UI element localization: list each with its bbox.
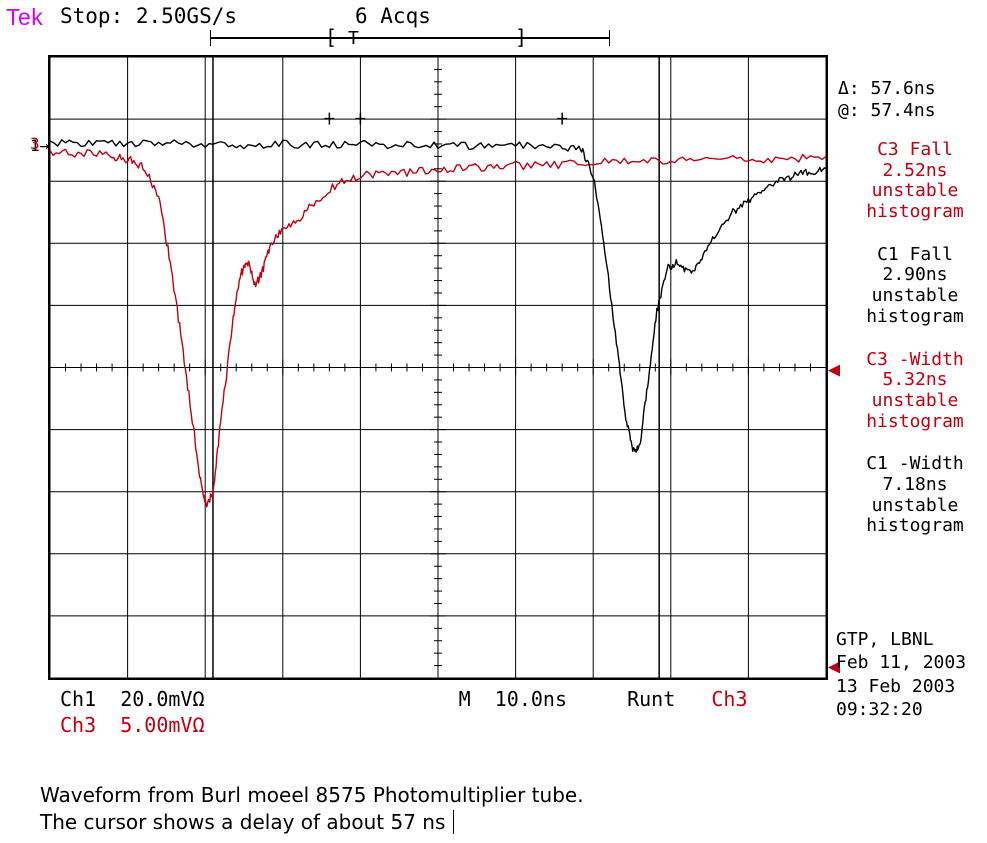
svg-text:]: ] xyxy=(515,26,527,49)
svg-text:T: T xyxy=(348,28,359,49)
svg-text:[: [ xyxy=(325,26,337,49)
oscilloscope-screenshot: Tek Stop: 2.50GS/s 6 Acqs [ T ] 1→3 Δ: 5… xyxy=(0,0,987,843)
meas-title: C1 -Width xyxy=(840,454,987,475)
measurement-panel: C3 Fall2.52nsunstablehistogramC1 Fall2.9… xyxy=(840,140,987,559)
measurement-block: C1 Fall2.90nsunstablehistogram xyxy=(840,245,987,328)
trigger-source: Ch3 xyxy=(711,687,747,711)
meas-note: unstable xyxy=(840,391,987,412)
meas-title: C3 Fall xyxy=(840,140,987,161)
meas-note: unstable xyxy=(840,181,987,202)
meas-note: histogram xyxy=(840,516,987,537)
at-symbol: @ xyxy=(838,100,849,121)
scope-date2: 13 Feb 2003 xyxy=(836,675,966,698)
trigger-mode: Runt xyxy=(627,687,675,711)
run-status: Stop: 2.50GS/s xyxy=(60,4,237,28)
meas-title: C3 -Width xyxy=(840,350,987,371)
scope-date1: Feb 11, 2003 xyxy=(836,651,966,674)
meas-note: histogram xyxy=(840,412,987,433)
timebase-value: 10.0ns xyxy=(495,687,567,711)
ch3-scale: 5.00mVΩ xyxy=(120,713,204,737)
brand-label: Tek xyxy=(6,4,43,31)
measurement-block: C1 -Width7.18nsunstablehistogram xyxy=(840,454,987,537)
oscilloscope-plot xyxy=(48,55,828,680)
acquisitions-label: 6 Acqs xyxy=(355,4,431,28)
meas-value: 2.52ns xyxy=(840,161,987,182)
delta-symbol: Δ xyxy=(838,78,849,99)
timebase-label: M xyxy=(459,687,471,711)
ch1-scale: 20.0mVΩ xyxy=(120,687,204,711)
meas-value: 5.32ns xyxy=(840,370,987,391)
lab-tag: GTP, LBNL xyxy=(836,628,966,651)
cursor-readout: Δ: 57.6ns @: 57.4ns xyxy=(838,78,936,121)
scope-time: 09:32:20 xyxy=(836,698,966,721)
scope-metadata: GTP, LBNL Feb 11, 2003 13 Feb 2003 09:32… xyxy=(836,628,966,722)
meas-value: 7.18ns xyxy=(840,475,987,496)
measurement-block: C3 -Width5.32nsunstablehistogram xyxy=(840,350,987,433)
ch-baseline-marker: 1→3 xyxy=(30,136,49,174)
timebase-marker-bar: [ T ] xyxy=(210,26,610,56)
meas-note: unstable xyxy=(840,496,987,517)
measurement-block: C3 Fall2.52nsunstablehistogram xyxy=(840,140,987,223)
ch3-label: Ch3 xyxy=(60,713,96,737)
meas-title: C1 Fall xyxy=(840,245,987,266)
figure-caption: Waveform from Burl moeel 8575 Photomulti… xyxy=(40,782,584,836)
channel-scale-row: Ch1 20.0mVΩ M 10.0ns Runt Ch3 Ch3 5.00mV… xyxy=(60,686,748,738)
meas-note: unstable xyxy=(840,286,987,307)
ch1-label: Ch1 xyxy=(60,687,96,711)
meas-note: histogram xyxy=(840,202,987,223)
meas-note: histogram xyxy=(840,307,987,328)
meas-value: 2.90ns xyxy=(840,265,987,286)
